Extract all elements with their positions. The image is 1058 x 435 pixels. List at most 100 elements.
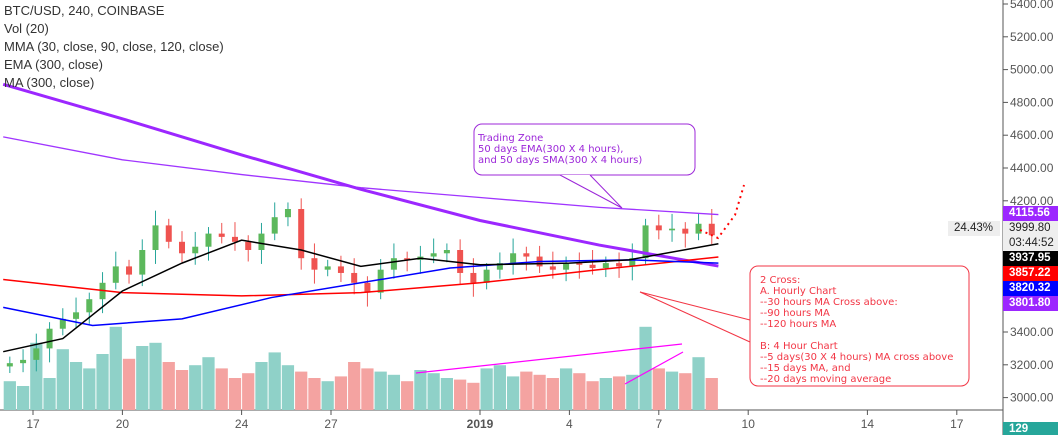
x-tick-label: 10 <box>742 417 756 431</box>
ema300-line <box>2 82 719 268</box>
candle-body <box>510 253 517 264</box>
volume-bar <box>175 370 189 410</box>
y-tick-label: 4400.00 <box>1010 161 1054 175</box>
candle-body <box>523 253 530 257</box>
candle-body <box>245 241 252 250</box>
candle-body <box>59 318 66 329</box>
y-tick-label: 4800.00 <box>1010 95 1054 109</box>
volume-bar <box>665 371 679 410</box>
volume-bar <box>56 349 69 410</box>
volume-bar <box>242 373 255 410</box>
volume-bar <box>202 357 215 410</box>
x-tick-label: 2019 <box>467 417 494 431</box>
volume-bar <box>705 378 718 410</box>
chart-legend: BTC/USD, 240, COINBASE Vol (20) MMA (30,… <box>4 2 224 92</box>
candle-body <box>576 263 583 265</box>
volume-bar <box>599 378 612 410</box>
candle-body <box>112 266 119 283</box>
volume-bar <box>109 326 122 410</box>
candle-body <box>708 223 715 236</box>
cross-callout <box>749 265 970 387</box>
volume-bar <box>215 368 228 410</box>
volume-bar <box>480 368 493 410</box>
volume-bar <box>612 376 626 410</box>
volume-bar <box>149 342 162 410</box>
legend-ma[interactable]: MA (300, close) <box>4 75 95 90</box>
volume-bar <box>334 376 348 410</box>
y-tick-label: 5200.00 <box>1010 30 1054 44</box>
x-tick-label: 7 <box>655 417 662 431</box>
volume-bar <box>16 386 30 410</box>
y-tick-label: 3000.00 <box>1010 391 1054 405</box>
candle-body <box>337 266 344 273</box>
candle-body <box>231 236 238 242</box>
volume-bar <box>348 362 361 410</box>
candle-body <box>311 258 318 270</box>
legend-symbol[interactable]: BTC/USD, 240, COINBASE <box>4 3 165 18</box>
volume-bar <box>228 378 242 410</box>
candle-body <box>430 253 437 257</box>
candle-body <box>126 266 133 275</box>
candle-body <box>46 328 53 349</box>
volume-bar <box>96 354 109 410</box>
volume-bar <box>559 368 573 410</box>
candle-body <box>655 225 662 231</box>
y-tick-label: 4600.00 <box>1010 128 1054 142</box>
volume-bar <box>374 371 387 410</box>
mma90-line <box>3 259 719 327</box>
volume-bar <box>506 376 520 410</box>
candle-body <box>602 263 609 269</box>
candle-body <box>443 250 450 254</box>
price-tag: 3999.80 <box>1003 221 1058 236</box>
candle-body <box>390 258 397 270</box>
volume-bar <box>454 379 467 410</box>
candle-body <box>496 263 503 270</box>
volume-bar <box>321 381 334 410</box>
volume-bar <box>639 326 652 410</box>
volume-bar <box>162 362 175 410</box>
candle-body <box>6 363 13 367</box>
candle-body <box>258 233 265 250</box>
volume-bar <box>493 365 506 410</box>
volume-bar <box>401 381 414 410</box>
candle-body <box>139 250 146 275</box>
legend-mma[interactable]: MMA (30, close, 90, close, 120, close) <box>4 39 224 54</box>
volume-bar <box>136 346 149 410</box>
candle-body <box>271 217 278 234</box>
candle-body <box>179 241 185 254</box>
percent-change-label: 24.43% <box>948 221 1000 236</box>
candle-body <box>483 269 490 283</box>
volume-bar <box>414 370 427 410</box>
volume-bar <box>427 373 440 410</box>
y-tick-label: 3200.00 <box>1010 358 1054 372</box>
candle-body <box>218 233 225 237</box>
candle-body <box>695 223 702 234</box>
x-tick-label: 14 <box>861 417 875 431</box>
candle-body <box>298 209 305 259</box>
volume-bar <box>268 352 281 410</box>
legend-volume[interactable]: Vol (20) <box>4 21 49 36</box>
volume-bar <box>255 362 268 410</box>
cross-pointer <box>639 291 751 343</box>
price-tag: 3801.80 <box>1003 296 1058 311</box>
candle-body <box>629 258 636 267</box>
price-tag: 3937.95 <box>1003 251 1058 266</box>
volume-tag: 129 <box>1003 422 1058 435</box>
volume-trend-arrow-2 <box>624 351 684 385</box>
x-tick-label: 17 <box>950 417 964 431</box>
volume-bar <box>189 365 202 410</box>
candle-body <box>682 228 689 234</box>
price-tag: 3857.22 <box>1003 266 1058 281</box>
legend-ema[interactable]: EMA (300, close) <box>4 57 103 72</box>
candle-body <box>205 233 212 247</box>
candle-body <box>457 250 464 273</box>
candle-body <box>404 258 411 260</box>
candle-body <box>377 269 384 293</box>
y-tick-label: 5000.00 <box>1010 63 1054 77</box>
x-tick-label: 24 <box>235 417 249 431</box>
mma30-line <box>3 239 719 353</box>
candle-body <box>86 299 93 313</box>
mma120-line <box>3 256 719 297</box>
